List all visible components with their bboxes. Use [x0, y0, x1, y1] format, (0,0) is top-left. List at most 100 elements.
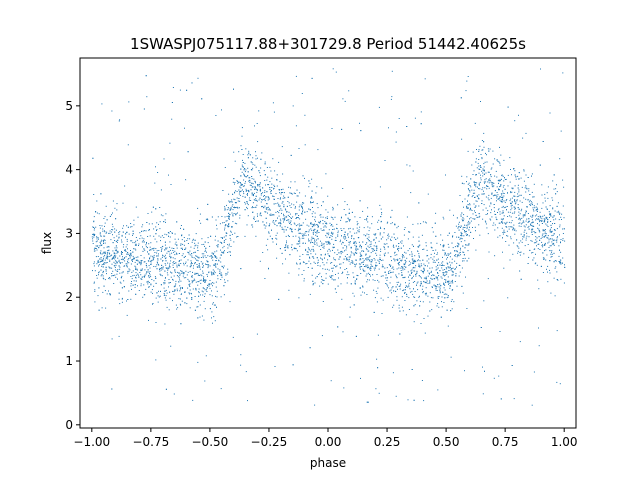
- data-point: [397, 248, 399, 250]
- data-point: [194, 245, 196, 247]
- data-point: [197, 301, 199, 303]
- data-point: [503, 180, 505, 182]
- data-point: [454, 255, 456, 256]
- data-point: [198, 292, 200, 294]
- data-point: [178, 260, 180, 262]
- data-point: [488, 171, 490, 173]
- data-point: [356, 248, 358, 250]
- data-point: [399, 288, 401, 290]
- data-point: [360, 377, 361, 379]
- data-point: [265, 207, 267, 209]
- data-point: [234, 202, 236, 203]
- data-point: [231, 205, 233, 207]
- data-point: [525, 220, 527, 222]
- data-point: [360, 247, 362, 249]
- data-point: [144, 269, 146, 271]
- data-point: [559, 212, 561, 214]
- data-point: [155, 277, 157, 279]
- data-point: [281, 228, 283, 230]
- data-point: [377, 229, 379, 230]
- data-point: [317, 229, 319, 231]
- data-point: [387, 285, 389, 287]
- data-point: [409, 274, 411, 276]
- data-point: [456, 251, 458, 253]
- data-point: [275, 234, 277, 236]
- data-point: [280, 220, 282, 222]
- data-point: [308, 238, 309, 240]
- data-point: [484, 179, 486, 181]
- data-point: [117, 257, 119, 259]
- data-point: [506, 221, 508, 223]
- data-point: [128, 262, 130, 264]
- data-point: [299, 263, 301, 265]
- data-point: [546, 208, 548, 210]
- data-point: [405, 261, 407, 263]
- data-point: [328, 232, 330, 234]
- data-point: [288, 216, 290, 217]
- data-point: [502, 222, 503, 224]
- data-point: [276, 232, 278, 234]
- data-point: [427, 270, 429, 272]
- data-point: [320, 249, 322, 250]
- data-point: [176, 288, 178, 290]
- data-point: [296, 195, 298, 197]
- data-point: [499, 213, 501, 215]
- data-point: [268, 225, 270, 227]
- data-point: [531, 216, 533, 218]
- data-point: [135, 244, 137, 246]
- data-point: [229, 214, 231, 216]
- data-point: [413, 275, 414, 277]
- data-point: [301, 203, 303, 205]
- data-point: [470, 217, 472, 219]
- data-point: [473, 203, 475, 205]
- data-point: [222, 190, 224, 191]
- data-point: [113, 254, 115, 256]
- data-point: [187, 151, 189, 153]
- data-point: [462, 220, 463, 222]
- data-point: [215, 115, 217, 116]
- data-point: [543, 257, 545, 259]
- data-point: [409, 264, 411, 265]
- data-point: [285, 229, 287, 231]
- data-point: [193, 257, 195, 259]
- data-point: [186, 240, 188, 241]
- data-point: [352, 261, 354, 263]
- data-point: [99, 227, 101, 229]
- data-point: [485, 172, 487, 174]
- data-point: [256, 333, 258, 335]
- data-point: [358, 241, 360, 243]
- data-point: [482, 175, 484, 177]
- data-point: [514, 233, 516, 235]
- data-point: [292, 105, 294, 107]
- data-point: [457, 242, 459, 244]
- data-point: [555, 218, 557, 220]
- data-point: [410, 270, 412, 272]
- data-point: [369, 268, 371, 270]
- data-point: [164, 270, 166, 272]
- data-point: [543, 219, 545, 221]
- data-point: [210, 271, 212, 273]
- data-point: [220, 279, 222, 280]
- data-point: [403, 289, 404, 291]
- data-point: [325, 209, 327, 211]
- data-point: [513, 206, 515, 208]
- data-point: [463, 183, 465, 185]
- data-point: [400, 267, 402, 269]
- data-point: [383, 228, 385, 230]
- data-point: [523, 214, 525, 216]
- data-point: [360, 130, 362, 132]
- data-point: [221, 266, 223, 268]
- data-point: [393, 268, 395, 270]
- data-point: [556, 191, 558, 193]
- data-point: [259, 184, 261, 186]
- data-point: [558, 219, 560, 221]
- data-point: [247, 215, 249, 217]
- data-point: [103, 247, 105, 249]
- data-point: [194, 251, 196, 253]
- data-point: [420, 123, 422, 125]
- data-point: [546, 268, 547, 270]
- data-point: [386, 284, 388, 286]
- data-point: [135, 280, 137, 282]
- data-point: [401, 274, 403, 276]
- data-point: [383, 253, 385, 255]
